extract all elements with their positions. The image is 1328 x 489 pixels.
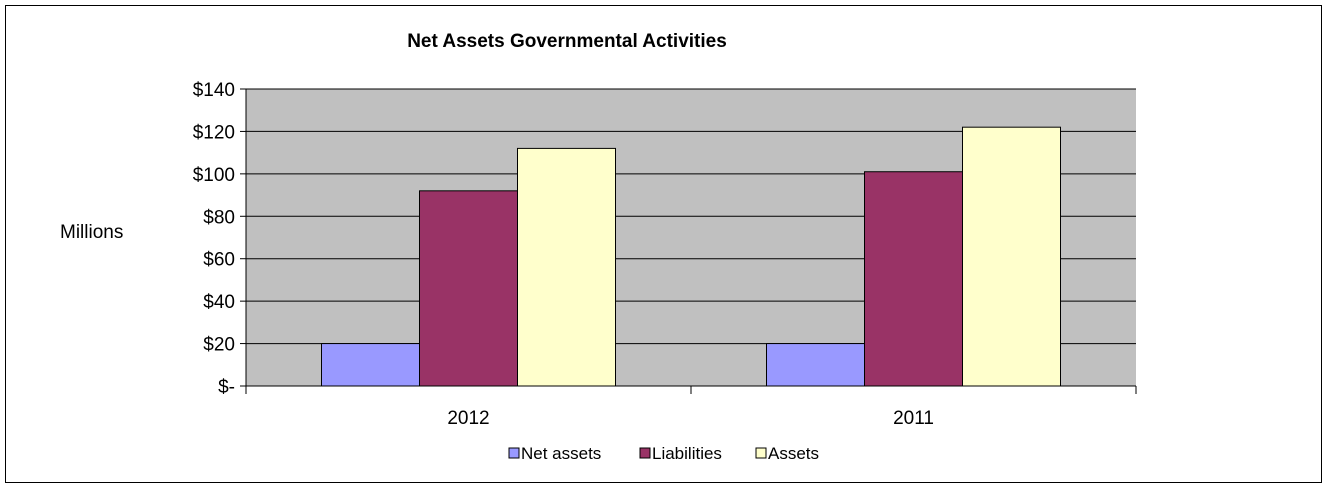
y-axis-label: Millions [60, 222, 123, 243]
legend: Net assets Liabilities Assets [508, 444, 819, 463]
bar-assets-2012 [517, 147, 616, 387]
x-tick-labels: 2012 2011 [447, 408, 934, 429]
legend-label-net-assets: Net assets [521, 444, 601, 463]
y-tick-label: $80 [203, 207, 235, 228]
x-tick-label: 2011 [893, 408, 934, 429]
y-tick-label: $120 [193, 122, 235, 143]
bar-assets-2011 [962, 126, 1061, 387]
legend-label-assets: Assets [768, 444, 819, 463]
legend-swatch-liabilities [639, 447, 651, 459]
chart-title: Net Assets Governmental Activities [407, 31, 727, 52]
axes [240, 88, 1137, 394]
y-tick-label: $60 [203, 250, 235, 271]
bar-net-assets-2011 [766, 343, 865, 387]
bar-net-assets-2012 [321, 343, 420, 387]
y-tick-label: $40 [203, 292, 235, 313]
legend-swatch-assets [755, 447, 767, 459]
x-tick-label: 2012 [447, 408, 489, 429]
y-tick-label: $20 [203, 335, 235, 356]
y-tick-labels: $- $20 $40 $60 $80 $100 $120 $140 [193, 80, 235, 398]
y-tick-label: $- [218, 377, 235, 398]
bar-liabilities-2012 [419, 190, 518, 387]
y-tick-label: $100 [193, 165, 235, 186]
legend-label-liabilities: Liabilities [652, 444, 722, 463]
legend-swatch-net-assets [508, 447, 520, 459]
y-tick-label: $140 [193, 80, 235, 101]
bar-liabilities-2011 [864, 171, 963, 387]
